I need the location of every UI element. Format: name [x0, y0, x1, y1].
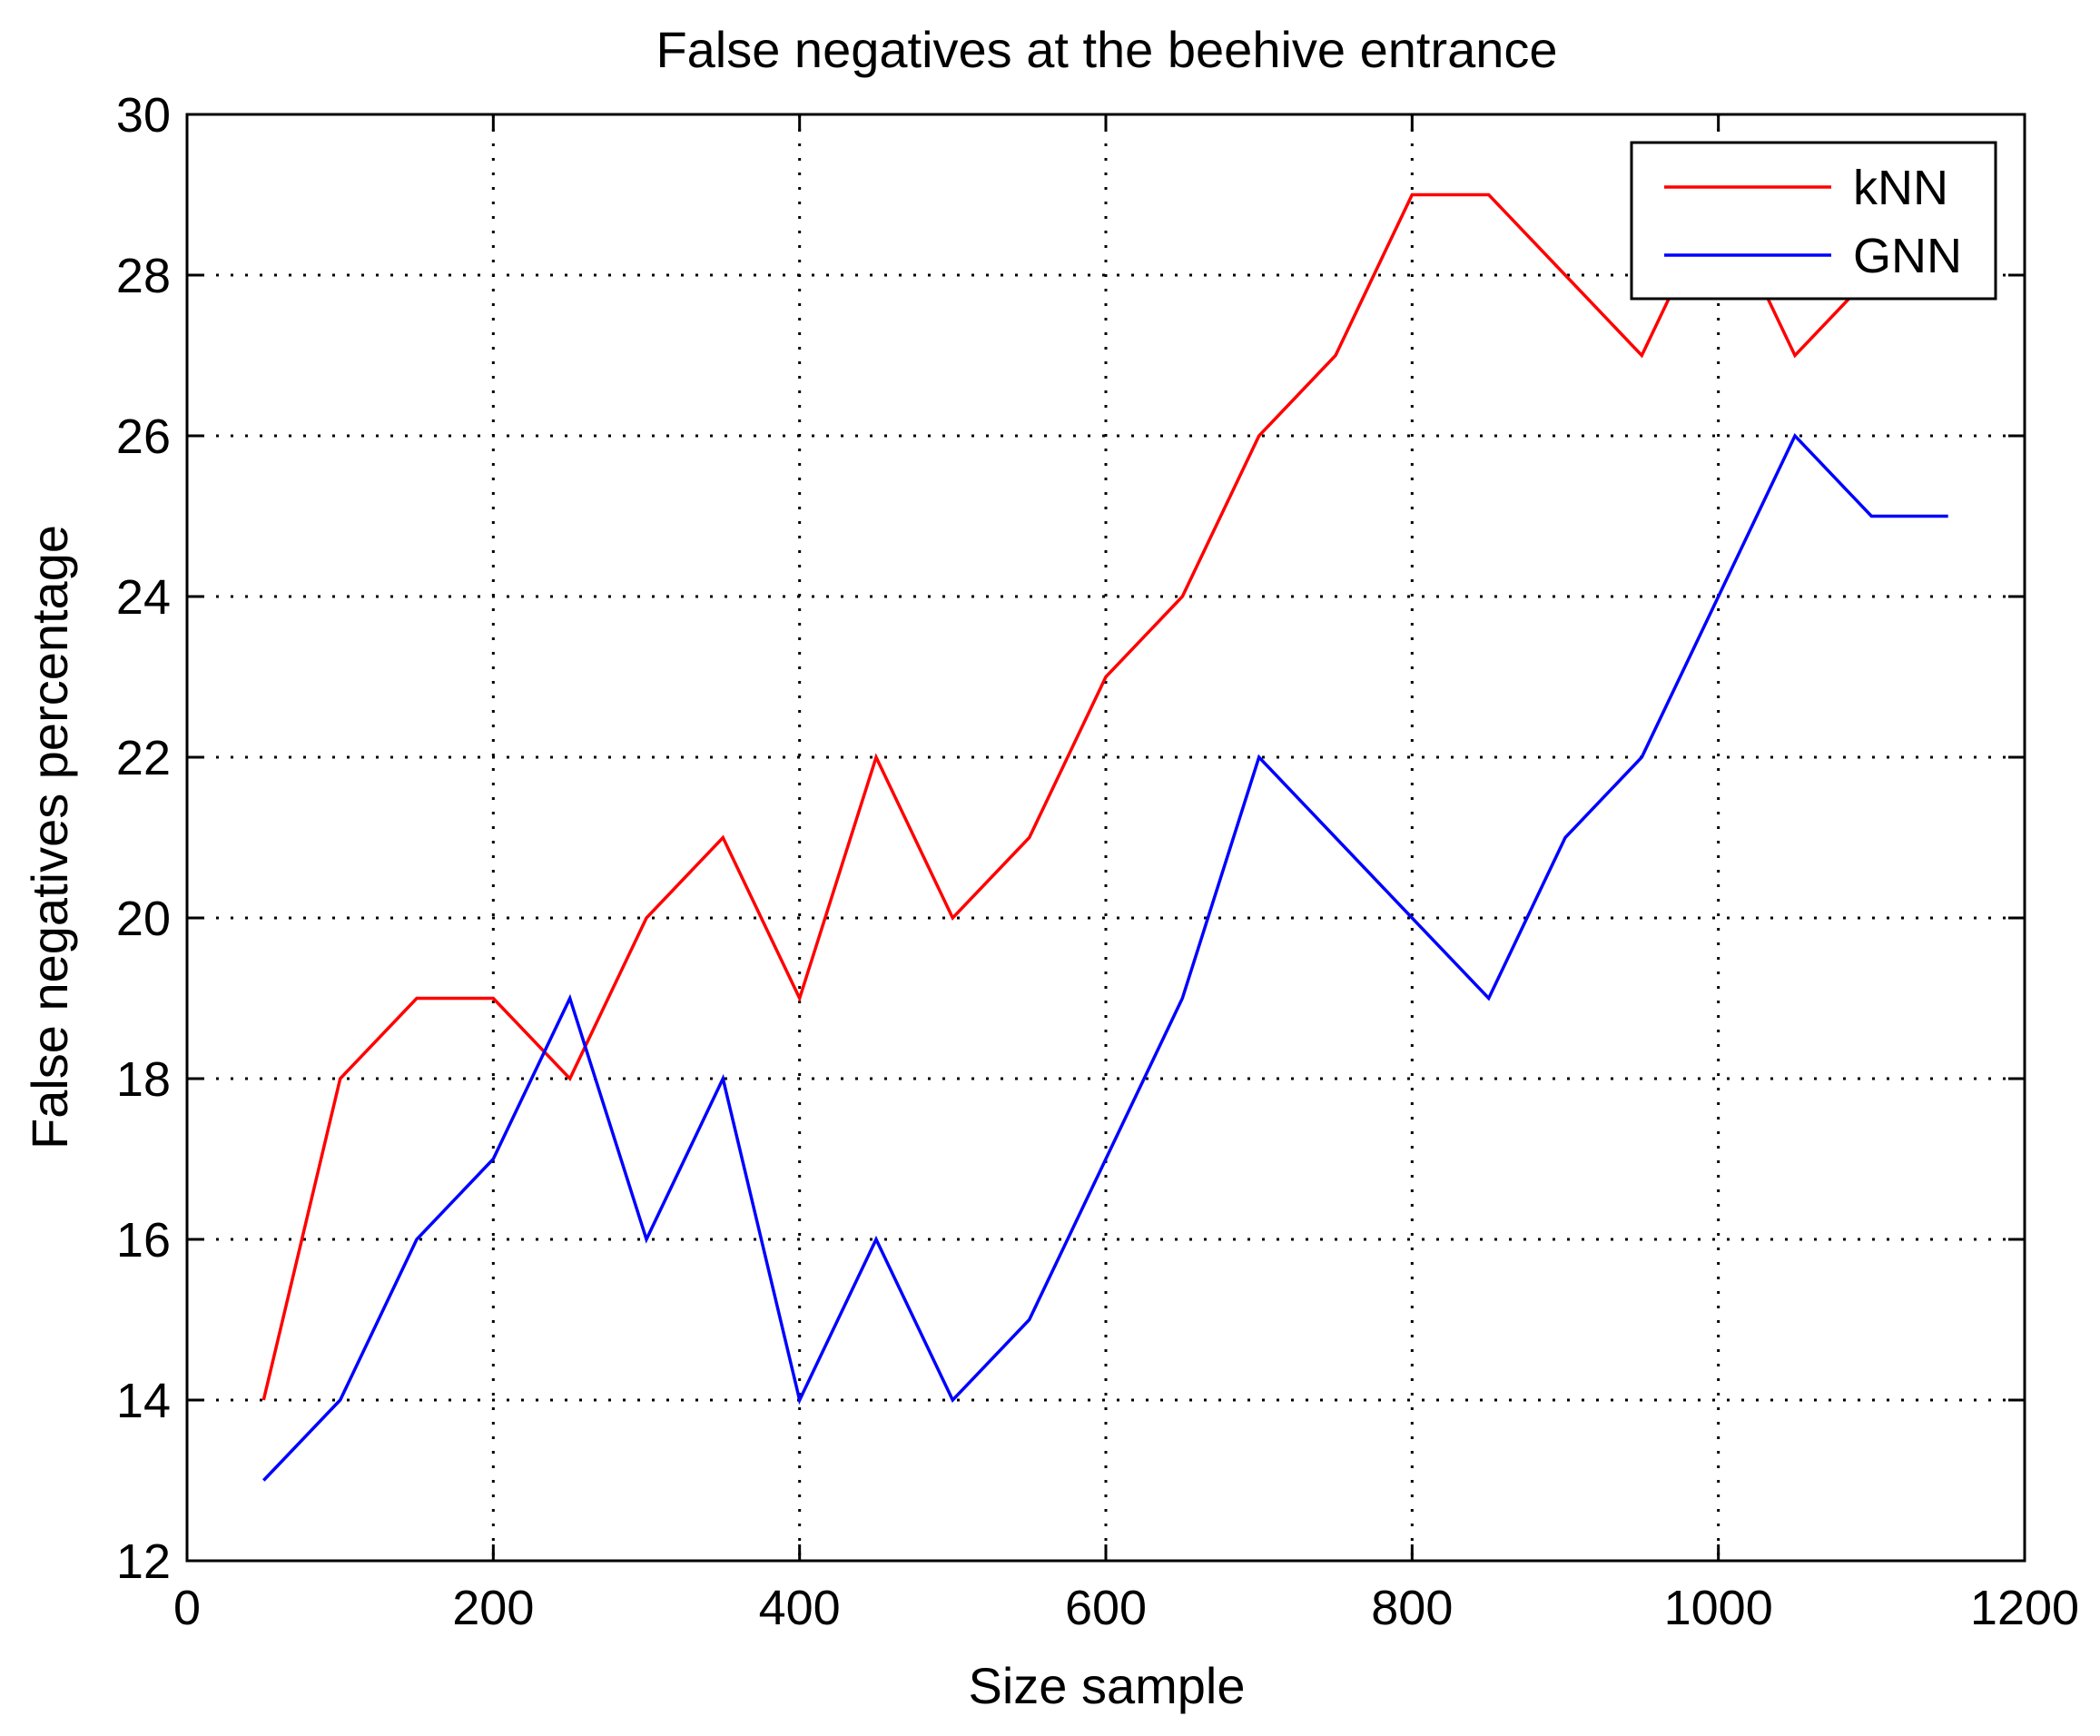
x-tick-label: 0	[173, 1581, 201, 1635]
y-tick-label: 16	[116, 1213, 171, 1267]
y-tick-label: 12	[116, 1534, 171, 1589]
x-tick-label: 800	[1371, 1581, 1453, 1635]
y-tick-label: 20	[116, 892, 171, 946]
y-tick-label: 30	[116, 88, 171, 143]
legend: kNN GNN	[1630, 141, 1997, 301]
y-tick-label: 22	[116, 731, 171, 785]
legend-box	[1630, 141, 1997, 301]
legend-label-gnn: GNN	[1853, 229, 1962, 283]
series-line-gnn	[262, 432, 1948, 1482]
x-tick-label: 1200	[1970, 1581, 2079, 1635]
tick-labels: 0 200 400 600 800 1000 1200 12 14 16 18 20 22 24 26 28 3…	[116, 88, 2079, 1635]
x-tick-label: 600	[1065, 1581, 1147, 1635]
series-lines	[261, 191, 1948, 1482]
grid-lines	[187, 114, 2025, 1561]
y-tick-label: 26	[116, 409, 171, 464]
y-tick-label: 24	[116, 570, 171, 625]
axes	[185, 113, 2026, 1563]
x-tick-label: 1000	[1664, 1581, 1773, 1635]
y-tick-label: 18	[116, 1052, 171, 1107]
chart-title: False negatives at the beehive entrance	[656, 21, 1557, 78]
y-tick-label: 28	[116, 249, 171, 303]
y-axis-label: False negatives percentage	[21, 525, 78, 1149]
x-axis-label: Size sample	[968, 1657, 1245, 1714]
y-tick-label: 14	[116, 1374, 171, 1428]
x-tick-label: 200	[452, 1581, 534, 1635]
x-tick-label: 400	[759, 1581, 841, 1635]
legend-label-knn: kNN	[1853, 161, 1948, 215]
